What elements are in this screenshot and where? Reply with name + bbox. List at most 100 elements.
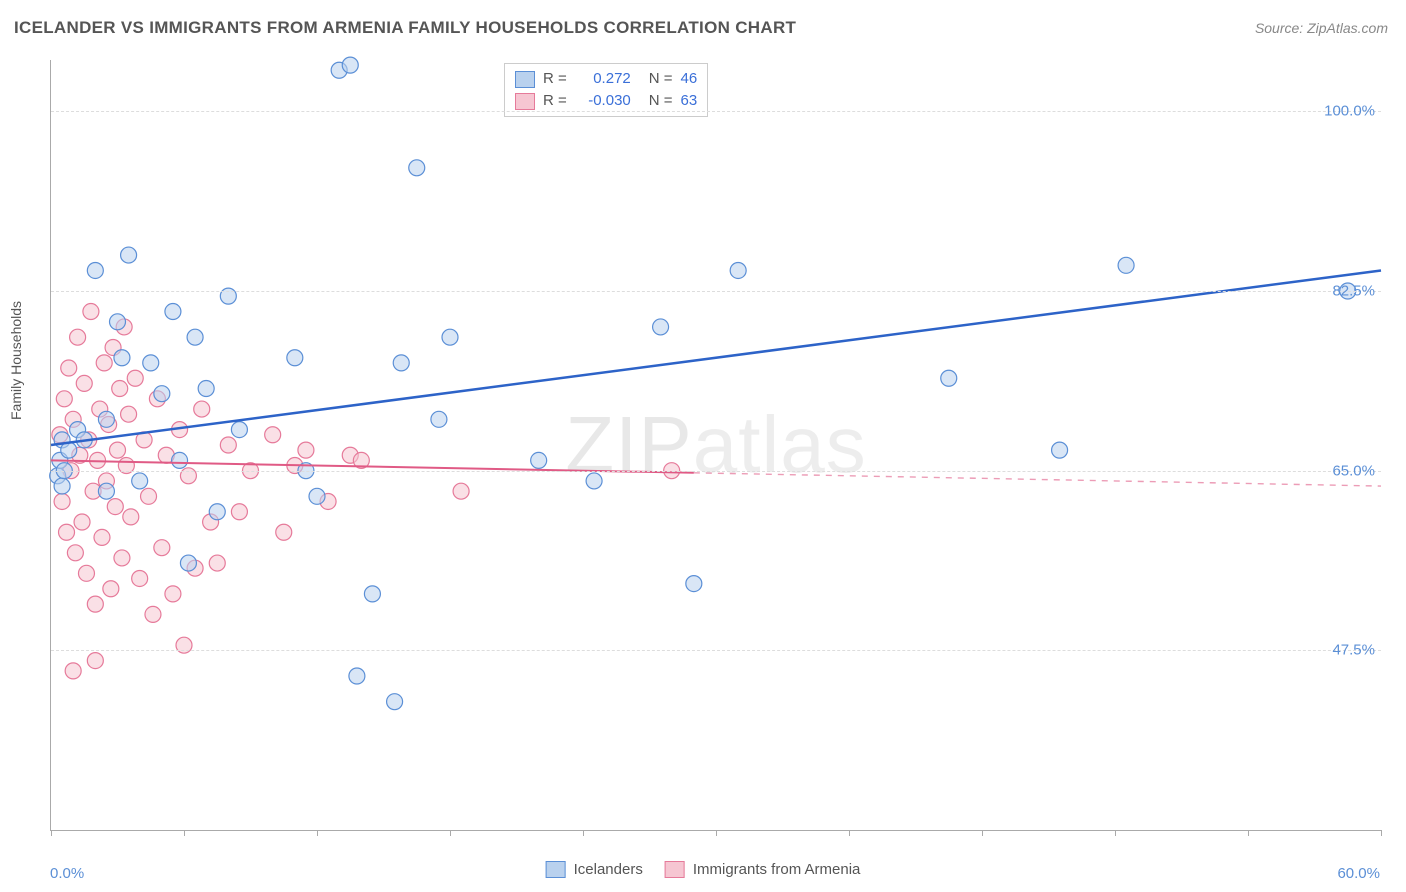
data-point [209,555,225,571]
data-point [54,478,70,494]
data-point [442,329,458,345]
data-point [265,427,281,443]
data-point [65,663,81,679]
swatch-blue-icon [546,861,566,878]
legend-n-blue: 46 [681,68,698,90]
data-point [364,586,380,602]
legend-r-pink: -0.030 [575,90,631,112]
data-point [112,381,128,397]
data-point [165,586,181,602]
data-point [110,314,126,330]
correlation-legend: R = 0.272 N = 46 R = -0.030 N = 63 [504,63,708,117]
data-point [586,473,602,489]
data-point [298,442,314,458]
data-point [98,411,114,427]
trend-line [51,270,1381,445]
y-tick-label: 100.0% [1324,103,1375,120]
y-tick-label: 82.5% [1332,283,1375,300]
data-point [194,401,210,417]
data-point [61,360,77,376]
data-point [74,514,90,530]
data-point [110,442,126,458]
data-point [172,452,188,468]
series-legend: Icelanders Immigrants from Armenia [546,861,861,878]
series-pink-label: Immigrants from Armenia [693,861,861,878]
x-tick [1381,830,1382,836]
data-point [730,262,746,278]
data-point [107,499,123,515]
data-point [98,483,114,499]
data-point [531,452,547,468]
chart-plot-area: ZIPatlas R = 0.272 N = 46 R = -0.030 N =… [50,60,1381,831]
y-axis-label: Family Households [8,301,24,420]
data-point [141,488,157,504]
data-point [94,529,110,545]
series-legend-pink: Immigrants from Armenia [665,861,861,878]
data-point [70,329,86,345]
data-point [132,570,148,586]
x-tick [982,830,983,836]
x-tick [450,830,451,836]
gridline [51,471,1381,472]
data-point [165,304,181,320]
data-point [686,576,702,592]
data-point [342,57,358,73]
data-point [276,524,292,540]
data-point [127,370,143,386]
data-point [393,355,409,371]
data-point [180,555,196,571]
data-point [198,381,214,397]
legend-n-label2: N = [649,90,673,112]
data-point [114,550,130,566]
data-point [409,160,425,176]
x-axis-min-label: 0.0% [50,865,84,882]
data-point [154,386,170,402]
x-tick [583,830,584,836]
legend-n-pink: 63 [681,90,698,112]
data-point [76,375,92,391]
gridline [51,111,1381,112]
trend-line-dashed [694,473,1381,486]
x-tick [317,830,318,836]
x-tick [849,830,850,836]
data-point [309,488,325,504]
data-point [941,370,957,386]
data-point [121,247,137,263]
data-point [231,422,247,438]
data-point [453,483,469,499]
data-point [87,596,103,612]
data-point [431,411,447,427]
data-point [87,653,103,669]
data-point [67,545,83,561]
source-attribution: Source: ZipAtlas.com [1255,20,1388,36]
x-tick [716,830,717,836]
data-point [231,504,247,520]
data-point [103,581,119,597]
data-point [56,391,72,407]
data-point [653,319,669,335]
data-point [387,694,403,710]
plot-svg [51,60,1381,830]
data-point [1052,442,1068,458]
data-point [143,355,159,371]
x-tick [51,830,52,836]
data-point [132,473,148,489]
data-point [78,565,94,581]
legend-r-blue: 0.272 [575,68,631,90]
x-tick [1115,830,1116,836]
legend-r-label2: R = [543,90,567,112]
series-blue-label: Icelanders [574,861,643,878]
data-point [187,329,203,345]
chart-title: ICELANDER VS IMMIGRANTS FROM ARMENIA FAM… [14,18,796,38]
swatch-blue-icon [515,71,535,88]
x-axis-max-label: 60.0% [1337,865,1380,882]
legend-n-label: N = [649,68,673,90]
swatch-pink-icon [665,861,685,878]
x-tick [1248,830,1249,836]
gridline [51,650,1381,651]
y-tick-label: 65.0% [1332,462,1375,479]
data-point [114,350,130,366]
data-point [220,437,236,453]
data-point [87,262,103,278]
data-point [287,350,303,366]
